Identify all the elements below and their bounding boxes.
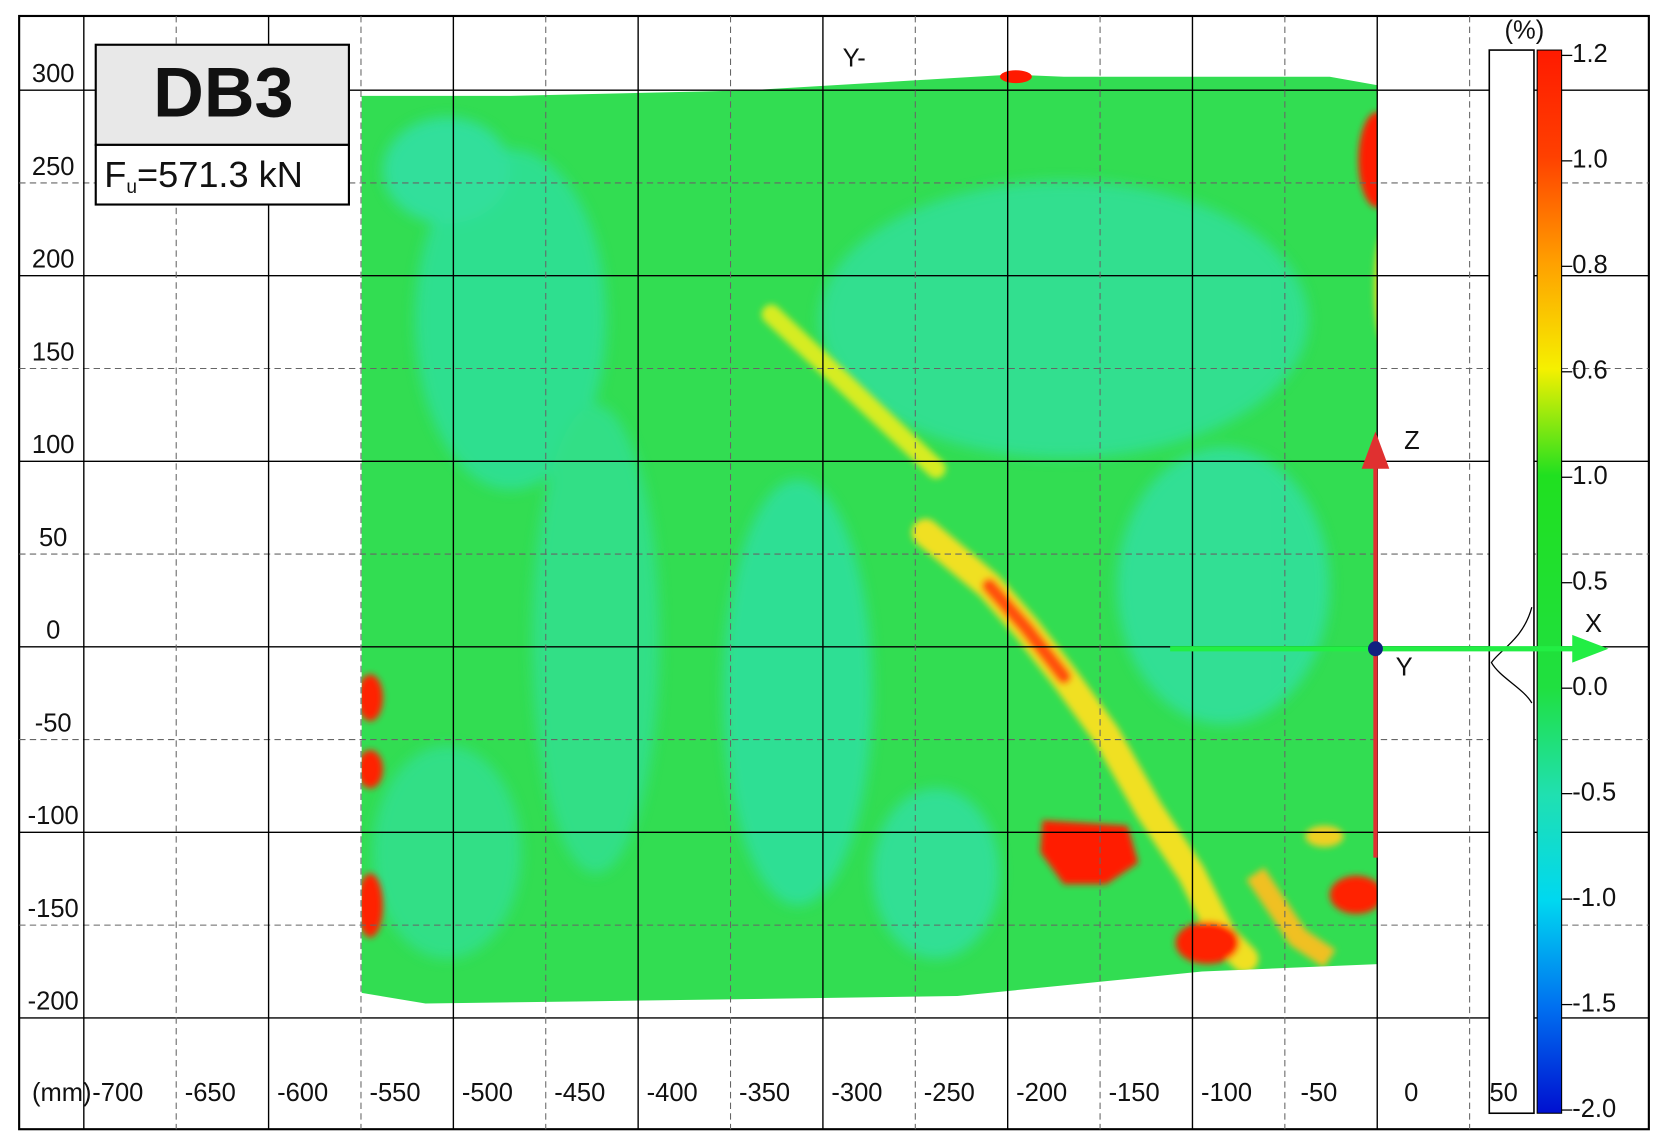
x-tick-label: -450 — [554, 1079, 605, 1107]
y-tick-label: 150 — [32, 338, 75, 366]
histogram — [1488, 49, 1535, 1115]
x-tick-label: -200 — [1016, 1079, 1067, 1107]
x-tick-label: 0 — [1404, 1079, 1418, 1107]
x-tick-label: -100 — [1201, 1079, 1252, 1107]
colorbar-label: 0.0 — [1572, 673, 1607, 701]
colorbar-label: 0.5 — [1572, 567, 1607, 595]
title-box: DB3 Fu=571.3 kN — [94, 43, 350, 206]
z-axis-label: Z — [1404, 427, 1420, 455]
x-axis-label: X — [1585, 610, 1602, 638]
colorbar-label: 1.2 — [1572, 40, 1607, 68]
y-tick-label: 0 — [46, 617, 60, 645]
force-subscript: u — [126, 176, 137, 197]
x-unit: (mm) — [32, 1079, 92, 1107]
x-tick-label: -400 — [647, 1079, 698, 1107]
y-tick-label: 50 — [39, 524, 67, 552]
x-tick-label: -600 — [277, 1079, 328, 1107]
y-tick-label: 200 — [32, 246, 75, 274]
colorbar-label: -2.0 — [1572, 1095, 1616, 1123]
chart-title: DB3 — [153, 53, 293, 132]
x-tick-label: -650 — [185, 1079, 236, 1107]
colorbar-unit: (%) — [1505, 17, 1545, 45]
y-tick-label: -200 — [28, 988, 79, 1016]
y-tick-label: 250 — [32, 153, 75, 181]
y-tick-label: 100 — [32, 431, 75, 459]
x-tick-label: -250 — [924, 1079, 975, 1107]
axes-triad — [1170, 431, 1609, 858]
y-axis-label: Y — [1396, 654, 1413, 682]
x-tick-label: -700 — [92, 1079, 143, 1107]
strain-field — [361, 70, 1378, 1004]
y-tick-label: -150 — [28, 895, 79, 923]
colorbar-label: 0.6 — [1572, 357, 1607, 385]
colorbar — [1536, 49, 1563, 1114]
colorbar-label: -0.5 — [1572, 778, 1616, 806]
x-tick-label: 50 — [1489, 1079, 1517, 1107]
y-tick-label: -100 — [28, 802, 79, 830]
colorbar-label: 1.0 — [1572, 146, 1607, 174]
force-annotation: Fu=571.3 kN — [104, 153, 303, 197]
force-symbol: F — [104, 153, 126, 194]
y-tick-label: 300 — [32, 60, 75, 88]
top-axis-label: Y- — [843, 44, 866, 72]
colorbar-label: -1.5 — [1572, 989, 1616, 1017]
x-tick-label: -500 — [462, 1079, 513, 1107]
x-tick-label: -50 — [1300, 1079, 1337, 1107]
y-tick-label: -50 — [35, 709, 72, 737]
colorbar-label: -1.0 — [1572, 884, 1616, 912]
x-tick-label: -550 — [369, 1079, 420, 1107]
x-tick-label: -300 — [831, 1079, 882, 1107]
force-value: =571.3 kN — [137, 153, 303, 194]
x-tick-label: -350 — [739, 1079, 790, 1107]
colorbar-label: 1.0 — [1572, 462, 1607, 490]
colorbar-label: 0.8 — [1572, 251, 1607, 279]
x-tick-label: -150 — [1109, 1079, 1160, 1107]
